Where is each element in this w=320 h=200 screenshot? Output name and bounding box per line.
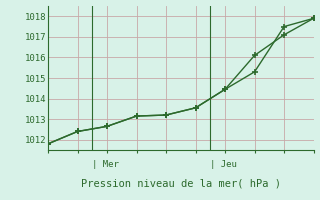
Text: | Jeu: | Jeu [210, 160, 237, 169]
Text: | Mer: | Mer [92, 160, 119, 169]
Text: Pression niveau de la mer( hPa ): Pression niveau de la mer( hPa ) [81, 179, 281, 189]
